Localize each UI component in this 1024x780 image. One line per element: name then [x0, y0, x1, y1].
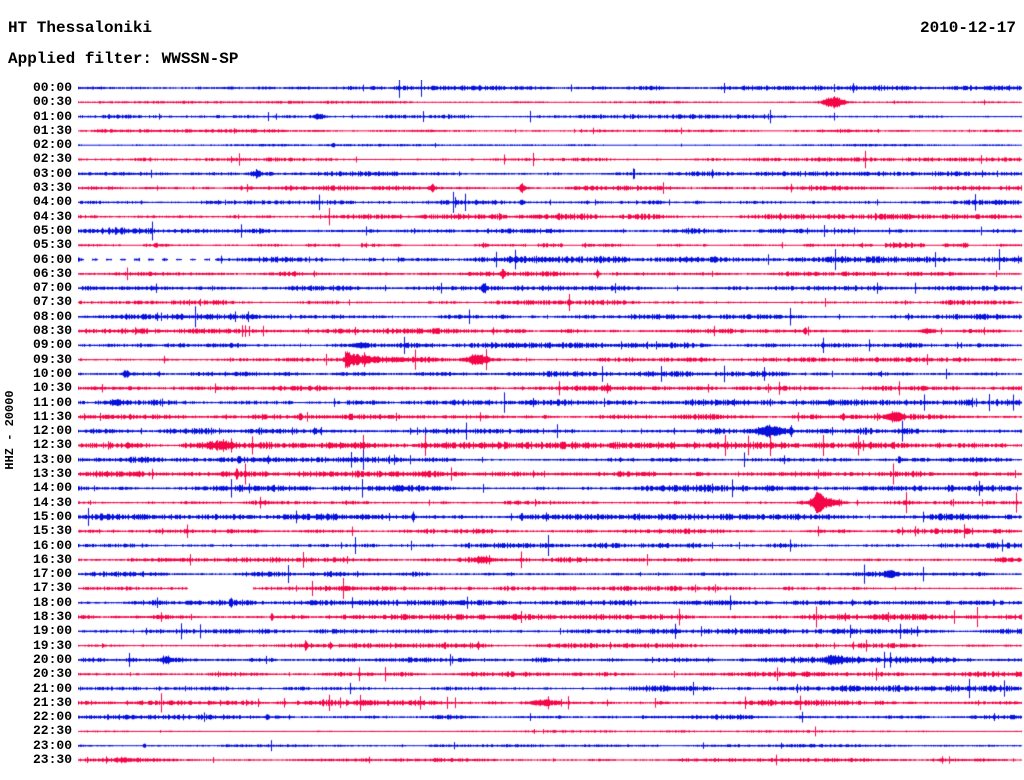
trace-time-label: 02:30 [32, 151, 72, 167]
trace-time-label: 09:30 [32, 351, 72, 367]
trace-time-label: 15:30 [32, 523, 72, 539]
filter-label: Applied filter: WWSSN-SP [8, 50, 239, 68]
trace-time-label: 17:30 [32, 580, 72, 596]
trace-time-label: 10:30 [32, 380, 72, 396]
trace-time-label: 19:00 [32, 623, 72, 639]
trace-time-label: 19:30 [32, 637, 72, 653]
trace-time-label: 07:30 [32, 294, 72, 310]
date-label: 2010-12-17 [919, 19, 1016, 37]
trace-time-label: 04:30 [32, 208, 72, 224]
trace-time-label: 11:00 [32, 394, 72, 410]
trace-time-label: 01:00 [32, 108, 72, 124]
trace-time-label: 11:30 [32, 408, 72, 424]
trace-time-label: 13:30 [32, 466, 72, 482]
trace-time-label: 05:30 [32, 237, 72, 253]
trace-time-label: 20:00 [32, 651, 72, 667]
trace-time-label: 14:30 [32, 494, 72, 510]
trace-time-label: 08:30 [32, 323, 72, 339]
trace-time-label: 14:00 [32, 480, 72, 496]
trace-time-label: 18:30 [32, 609, 72, 625]
trace-time-label: 16:00 [32, 537, 72, 553]
trace-time-label: 06:30 [32, 265, 72, 281]
trace-time-label: 15:00 [32, 508, 72, 524]
trace-time-label: 23:00 [32, 737, 72, 753]
trace-time-label: 23:30 [32, 752, 72, 767]
time-label-column: 00:00 00:30 01:00 01:30 02:00 02:30 03:00 03:30… [0, 0, 72, 780]
trace-time-label: 03:00 [32, 165, 72, 181]
trace-time-label: 03:30 [32, 180, 72, 196]
trace-time-label: 05:00 [32, 222, 72, 238]
trace-time-label: 21:00 [32, 680, 72, 696]
trace-time-label: 00:00 [32, 80, 72, 95]
trace-time-label: 06:00 [32, 251, 72, 267]
trace-time-label: 16:30 [32, 551, 72, 567]
trace-time-label: 12:00 [32, 423, 72, 439]
trace-time-label: 21:30 [32, 694, 72, 710]
trace-time-label: 01:30 [32, 122, 72, 138]
trace-time-label: 22:00 [32, 709, 72, 725]
trace-time-label: 08:00 [32, 308, 72, 324]
trace-time-label: 17:00 [32, 566, 72, 582]
trace-time-label: 22:30 [32, 723, 72, 739]
trace-time-label: 00:30 [32, 94, 72, 110]
station-title: HT Thessaloniki [8, 19, 153, 37]
trace-time-label: 07:00 [32, 280, 72, 296]
trace-time-label: 09:00 [32, 337, 72, 353]
trace-time-label: 13:00 [32, 451, 72, 467]
trace-time-label: 10:00 [32, 365, 72, 381]
trace-time-label: 18:00 [32, 594, 72, 610]
trace-time-label: 20:30 [32, 666, 72, 682]
seismogram-traces-canvas [78, 80, 1024, 772]
trace-time-label: 02:00 [32, 137, 72, 153]
trace-time-label: 12:30 [32, 437, 72, 453]
trace-time-label: 04:00 [32, 194, 72, 210]
